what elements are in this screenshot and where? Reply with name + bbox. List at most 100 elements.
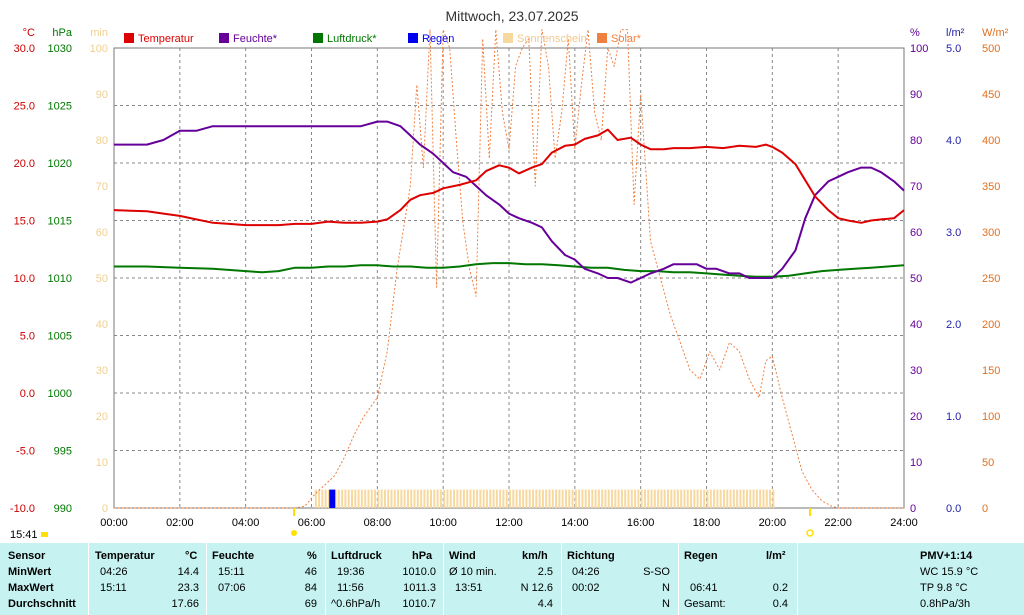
tick-label-hum: 30	[910, 365, 922, 377]
sunshine-bar	[591, 489, 594, 508]
sunshine-bar	[584, 489, 587, 508]
pressure-line	[114, 262, 905, 278]
x-tick-label: 22:00	[824, 517, 852, 529]
sunshine-bar	[377, 489, 380, 508]
sunshine-bar	[528, 489, 531, 508]
cell: 0.8hPa/3h	[920, 598, 971, 610]
sunshine-bar	[453, 489, 456, 508]
tick-label-sun: 10	[96, 457, 108, 469]
sunshine-bar	[624, 489, 627, 508]
sunshine-bar	[716, 489, 719, 508]
time-label: 15:41	[10, 529, 38, 541]
sunshine-bar	[482, 489, 485, 508]
sunshine-bar	[476, 489, 479, 508]
sunshine-bar	[690, 489, 693, 508]
sunshine-bar	[403, 489, 406, 508]
weather-chart: Mittwoch, 23.07.2025 30.0 25.0 20.0 15.0 10.…	[9, 8, 1009, 541]
cell: 17.66	[171, 598, 199, 610]
tick-label-sun: 80	[96, 135, 108, 147]
legend-swatch	[313, 33, 323, 43]
x-tick-label: 06:00	[298, 517, 326, 529]
sunshine-bar	[390, 489, 393, 508]
tick-label-press: 1010	[48, 273, 72, 285]
tick-label-solar: 450	[982, 89, 1000, 101]
sunshine-bar	[449, 489, 452, 508]
sunshine-bar	[686, 489, 689, 508]
stats-header-temp-unit: °C	[185, 550, 198, 562]
legend-label: Luftdruck*	[327, 33, 377, 45]
sunshine-bar	[574, 489, 577, 508]
axis-unit-hum: %	[910, 27, 920, 39]
sunshine-bar	[347, 489, 350, 508]
cell: 04:26	[572, 566, 600, 578]
sunshine-bar	[601, 489, 604, 508]
sunshine-bar	[420, 489, 423, 508]
sunshine-bar	[324, 489, 327, 508]
tick-label-hum: 70	[910, 181, 922, 193]
stats-header-dir: Richtung	[567, 550, 615, 562]
sunshine-bar	[367, 489, 370, 508]
humidity-line	[114, 120, 905, 284]
stats-header-hum-unit: %	[307, 550, 317, 562]
sunset-icon	[806, 529, 814, 537]
sunshine-bar	[485, 489, 488, 508]
sunshine-bar	[406, 489, 409, 508]
tick-label-temp: 25.0	[14, 101, 35, 113]
legend-label: Solar*	[611, 33, 642, 45]
sunshine-bar	[588, 489, 590, 508]
sunshine-bar	[709, 489, 712, 508]
tick-label-hum: 100	[910, 43, 928, 55]
sunshine-bar	[726, 489, 729, 508]
tick-label-solar: 350	[982, 181, 1000, 193]
cell: TP 9.8 °C	[920, 582, 968, 594]
sunshine-bar	[555, 489, 558, 508]
sunshine-bar	[400, 489, 403, 508]
tick-label-temp: 0.0	[20, 388, 35, 400]
sunshine-bar	[627, 489, 630, 508]
sunshine-bar	[462, 489, 465, 508]
tick-label-press: 1005	[48, 331, 72, 343]
row-label-avg: Durchschnitt	[8, 598, 76, 610]
cell: 84	[304, 582, 317, 594]
row-label-min: MinWert	[8, 566, 52, 578]
sunshine-bar	[657, 489, 660, 508]
sunshine-bar	[732, 489, 735, 508]
cell: 1010.7	[402, 598, 436, 610]
sunshine-bar	[630, 489, 633, 508]
cell: 13:51	[455, 582, 483, 594]
sunshine-bar	[479, 489, 482, 508]
tick-label-rain: 5.0	[946, 43, 961, 55]
tick-label-sun: 90	[96, 89, 108, 101]
pressure-series	[114, 262, 905, 278]
tick-label-hum: 90	[910, 89, 922, 101]
sunshine-bar	[334, 489, 337, 508]
sunshine-bar	[703, 489, 706, 508]
sunshine-bar	[459, 489, 462, 508]
tick-label-temp: 30.0	[14, 43, 35, 55]
tick-label-press: 990	[54, 503, 72, 515]
sunshine-bar	[772, 489, 775, 508]
tick-label-sun: 50	[96, 273, 108, 285]
tick-label-rain: 1.0	[946, 411, 961, 423]
stats-separator	[678, 543, 679, 615]
sunshine-bar	[647, 489, 650, 508]
sunshine-bar	[683, 489, 686, 508]
sunshine-bar	[370, 489, 373, 508]
stats-header-temp: Temperatur	[95, 550, 155, 562]
sunshine-bar	[769, 489, 772, 508]
sunshine-bar	[617, 489, 620, 508]
sunrise-icon	[291, 530, 297, 536]
tick-label-solar: 500	[982, 43, 1000, 55]
sunshine-bar	[416, 489, 419, 508]
sunshine-bar	[746, 489, 748, 508]
sunshine-bar	[354, 489, 357, 508]
legend-swatch	[219, 33, 229, 43]
tick-label-press: 1000	[48, 388, 72, 400]
sunshine-bar	[729, 489, 732, 508]
sunshine-bar	[535, 489, 538, 508]
tick-label-hum: 40	[910, 319, 922, 331]
cell: N	[662, 598, 670, 610]
sunshine-bar	[522, 489, 525, 508]
sunshine-bar	[736, 489, 739, 508]
time-marker	[41, 532, 48, 537]
